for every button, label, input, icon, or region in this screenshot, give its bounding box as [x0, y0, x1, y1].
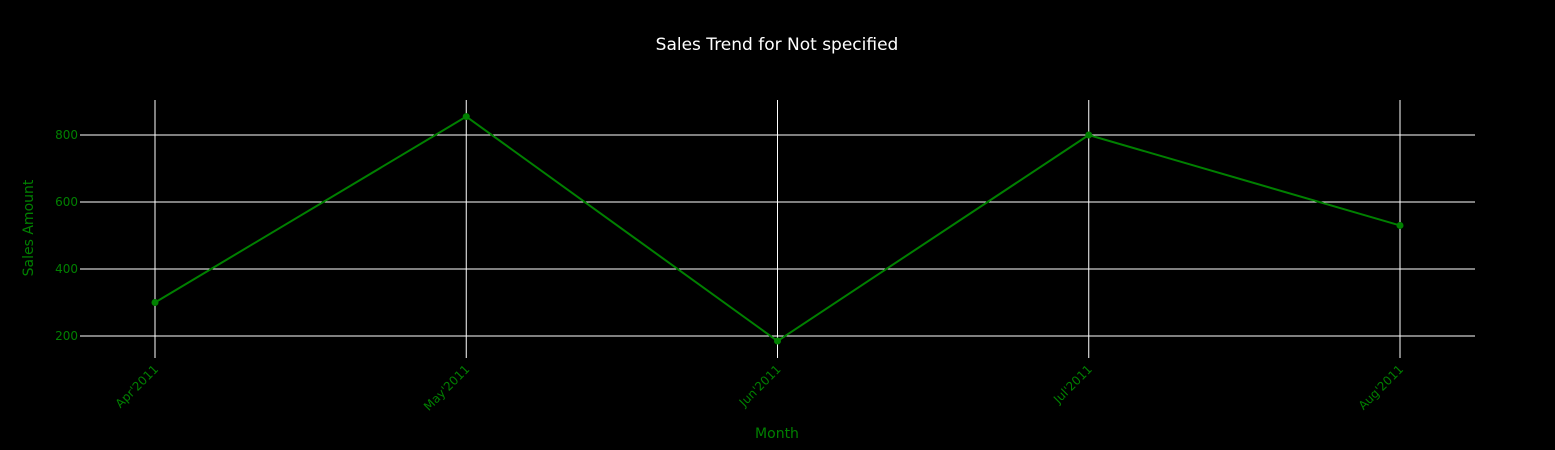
data-point — [1396, 221, 1404, 229]
data-point — [1085, 131, 1093, 139]
data-point — [774, 337, 781, 345]
y-tick-label: 800 — [55, 128, 78, 142]
horizontal-gridlines — [80, 134, 1475, 337]
data-point — [462, 113, 470, 121]
data-point — [151, 299, 159, 306]
y-tick-label: 600 — [55, 195, 78, 209]
y-axis-title: Sales Amount — [21, 179, 37, 276]
y-tick-label: 400 — [55, 262, 78, 276]
y-tick-labels: 200 400 600 800 — [55, 128, 78, 343]
chart-title: Sales Trend for Not specified — [656, 35, 899, 55]
x-axis-title: Month — [755, 426, 799, 442]
vertical-gridlines — [154, 100, 1401, 358]
y-tick-label: 200 — [55, 329, 78, 343]
series-layer — [151, 113, 1404, 345]
